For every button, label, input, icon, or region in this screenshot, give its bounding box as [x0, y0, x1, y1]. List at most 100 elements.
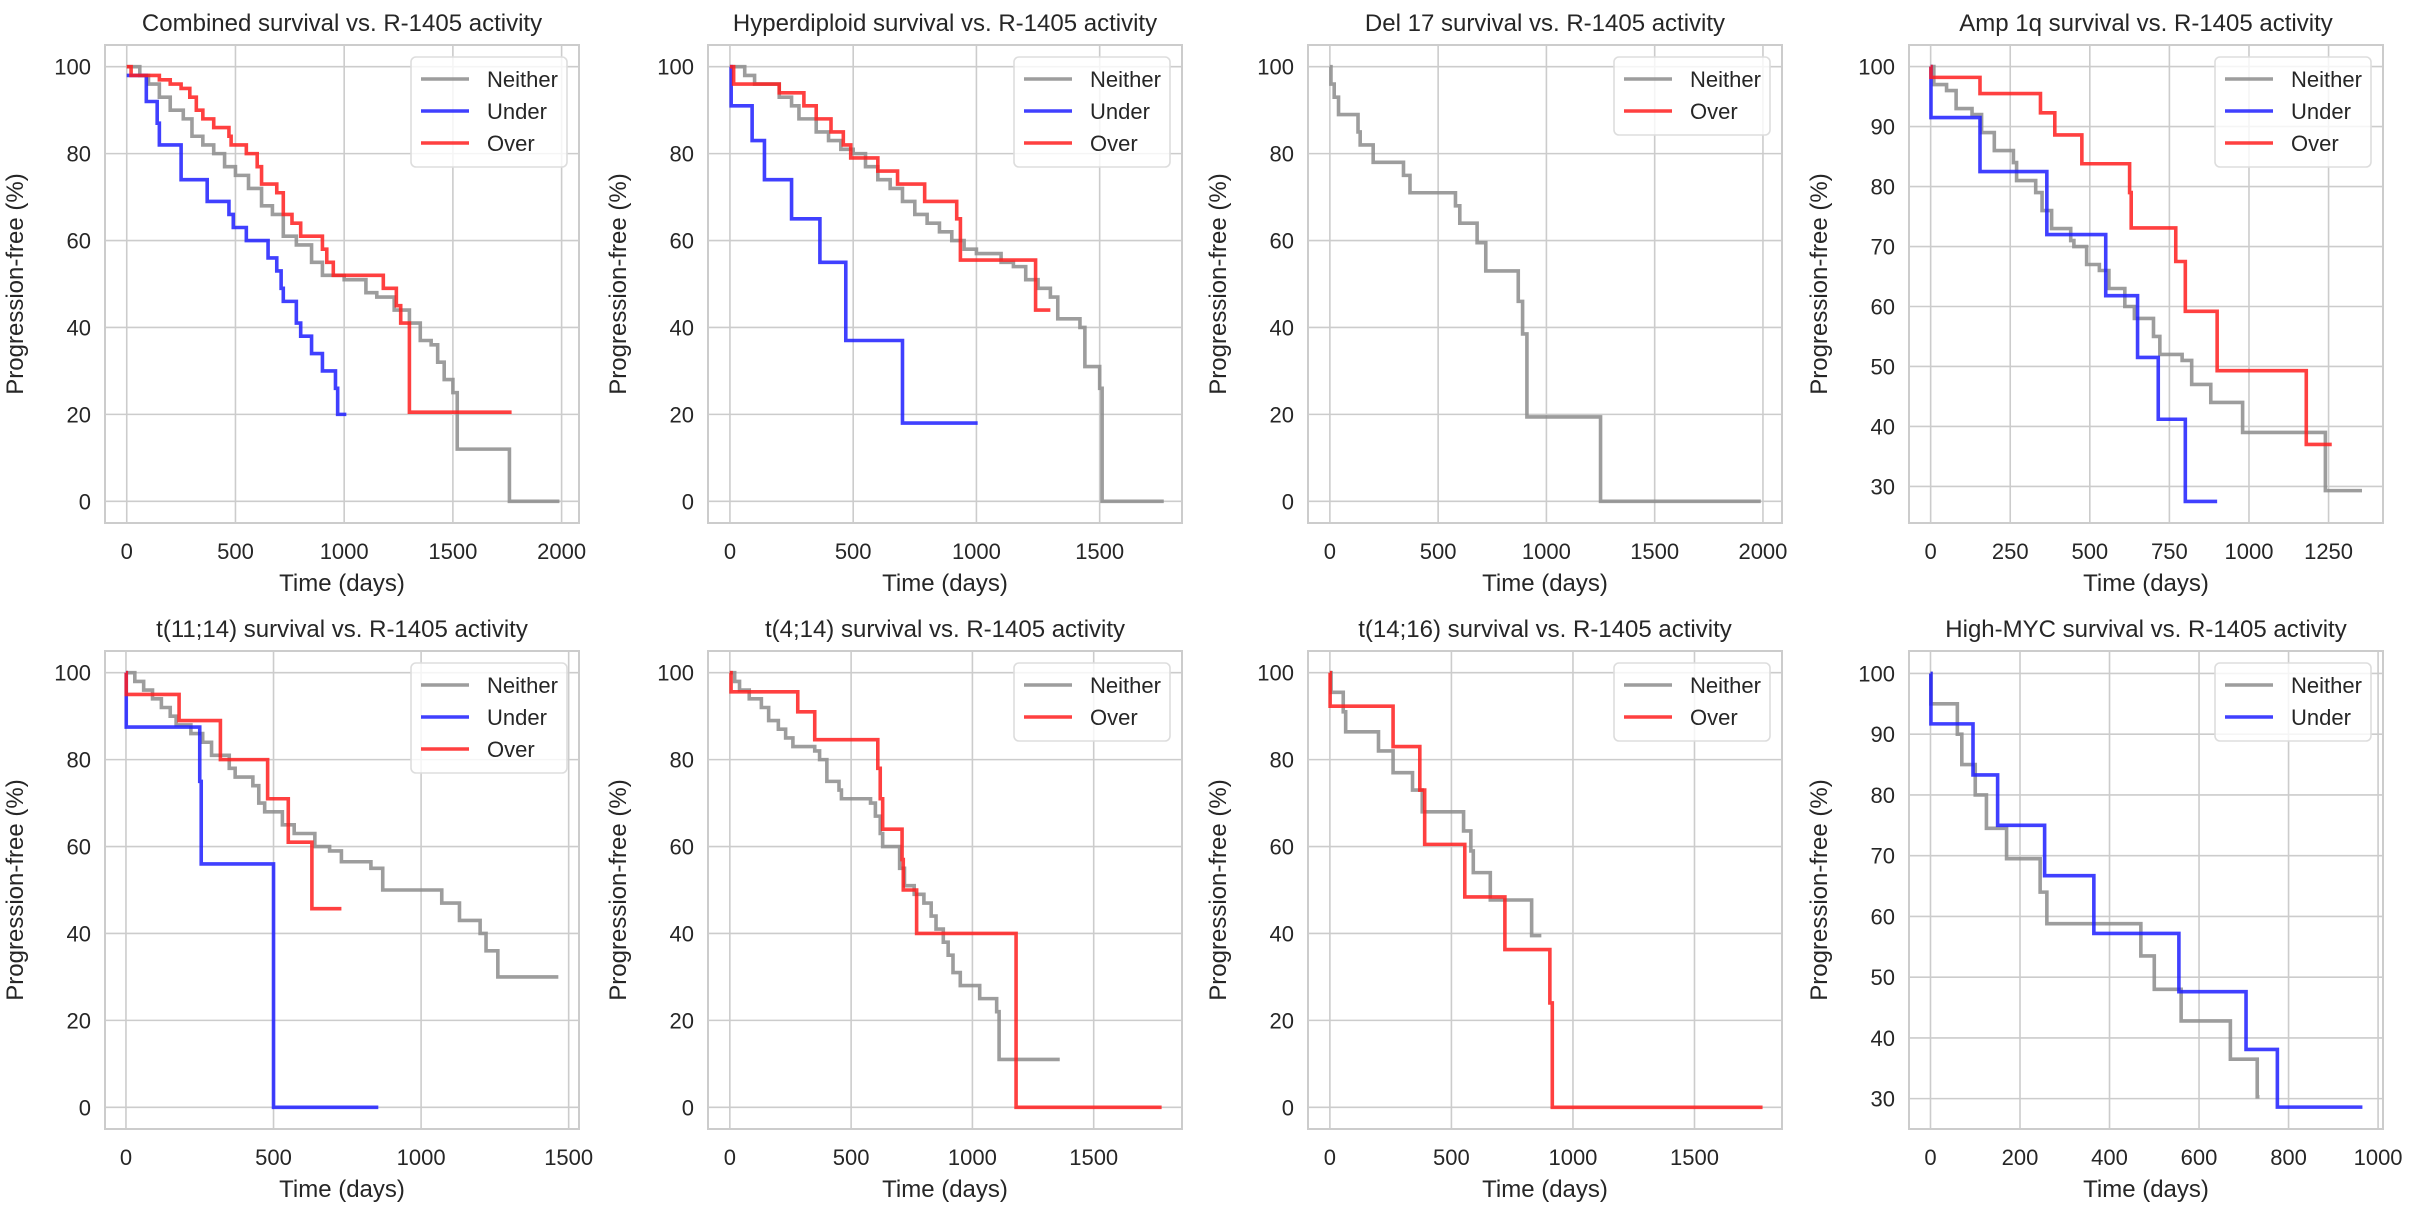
axes-frame	[104, 44, 580, 524]
legend-label-under: Under	[487, 705, 547, 730]
series-line-over	[1929, 64, 2332, 447]
axes-frame	[1908, 650, 2384, 1130]
y-tick-label: 80	[67, 748, 91, 773]
legend-label-neither: Neither	[1090, 673, 1161, 698]
y-tick-label: 60	[1270, 229, 1294, 254]
y-tick-label: 80	[1871, 783, 1895, 808]
legend-label-under: Under	[2291, 99, 2351, 124]
y-tick-label: 90	[1871, 115, 1895, 140]
x-tick-label: 500	[1433, 1145, 1470, 1170]
legend-label-neither: Neither	[2291, 67, 2362, 92]
x-tick-label: 1500	[1630, 539, 1679, 564]
x-tick-label: 1250	[2304, 539, 2353, 564]
y-tick-label: 80	[670, 748, 694, 773]
y-axis-label: Progression-free (%)	[605, 173, 632, 394]
axes-frame	[707, 650, 1183, 1130]
x-tick-label: 750	[2151, 539, 2188, 564]
y-tick-label: 40	[67, 921, 91, 946]
series-line-over	[126, 64, 512, 414]
x-tick-label: 1500	[428, 539, 477, 564]
subplot-title: t(11;14) survival vs. R-1405 activity	[156, 616, 528, 643]
y-tick-label: 40	[1270, 921, 1294, 946]
y-tick-label: 40	[670, 315, 694, 340]
series-line-over	[124, 670, 342, 911]
legend-frame	[1613, 56, 1771, 136]
x-axis-label: Time (days)	[882, 1176, 1008, 1203]
y-axis-label: Progression-free (%)	[1806, 173, 1833, 394]
legend: Neither Under Over	[410, 56, 568, 168]
y-tick-label: 40	[67, 315, 91, 340]
legend-frame	[2214, 56, 2372, 168]
x-axis-label: Time (days)	[1482, 1176, 1608, 1203]
legend-label-over: Over	[1690, 99, 1738, 124]
y-tick-label: 30	[1871, 474, 1895, 499]
x-tick-label: 400	[2091, 1145, 2128, 1170]
x-axis-label: Time (days)	[279, 570, 405, 597]
x-tick-label: 0	[724, 539, 736, 564]
x-tick-label: 1000	[2225, 539, 2274, 564]
legend: Neither Under Over	[2214, 56, 2372, 168]
y-tick-label: 0	[79, 489, 91, 514]
subplot-t-11-14: 0 500 1000 1500 0 20 40 60 80 100 t(11;14) surviva…	[2, 616, 593, 1203]
legend-label-neither: Neither	[1090, 67, 1161, 92]
y-tick-label: 0	[79, 1095, 91, 1120]
series-line-over	[1328, 670, 1763, 1110]
series-line-neither	[729, 64, 1164, 504]
x-tick-label: 500	[2071, 539, 2108, 564]
y-tick-label: 60	[67, 835, 91, 860]
series-line-under	[1929, 64, 2218, 504]
x-tick-label: 1000	[948, 1145, 997, 1170]
x-axis-label: Time (days)	[279, 1176, 405, 1203]
series-line-under	[729, 64, 978, 425]
legend-frame	[1013, 662, 1171, 742]
x-tick-label: 1000	[1548, 1145, 1597, 1170]
y-tick-label: 100	[54, 55, 91, 80]
y-tick-label: 40	[1871, 414, 1895, 439]
y-axis-label: Progression-free (%)	[2, 173, 29, 394]
x-tick-label: 500	[217, 539, 254, 564]
y-tick-label: 80	[67, 142, 91, 167]
x-tick-label: 500	[1420, 539, 1457, 564]
y-tick-label: 0	[1282, 489, 1294, 514]
legend-label-over: Over	[487, 737, 535, 762]
subplot-combined: 0 500 1000 1500 2000 0 20 40 60 80 100 Combined sur…	[2, 10, 586, 597]
y-tick-label: 100	[54, 661, 91, 686]
x-tick-label: 0	[1924, 1145, 1936, 1170]
legend-frame	[2214, 662, 2372, 742]
y-tick-label: 60	[670, 229, 694, 254]
legend-label-under: Under	[2291, 705, 2351, 730]
axes-frame	[707, 44, 1183, 524]
y-tick-label: 80	[1270, 142, 1294, 167]
legend-label-over: Over	[1090, 131, 1138, 156]
x-tick-label: 1000	[952, 539, 1001, 564]
y-tick-label: 60	[1270, 835, 1294, 860]
x-tick-label: 1500	[544, 1145, 593, 1170]
x-tick-label: 200	[2002, 1145, 2039, 1170]
y-tick-label: 0	[682, 1095, 694, 1120]
y-tick-label: 100	[657, 661, 694, 686]
legend-frame	[1613, 662, 1771, 742]
legend-frame	[410, 662, 568, 774]
x-axis-label: Time (days)	[2083, 570, 2209, 597]
y-tick-label: 40	[1270, 315, 1294, 340]
series-line-under	[124, 670, 379, 1110]
series-line-neither	[1329, 670, 1542, 938]
y-tick-label: 100	[1257, 55, 1294, 80]
legend-label-neither: Neither	[1690, 673, 1761, 698]
legend: Neither Under	[2214, 662, 2372, 742]
x-tick-label: 1000	[2354, 1145, 2403, 1170]
y-tick-label: 20	[1270, 402, 1294, 427]
y-tick-label: 60	[1871, 904, 1895, 929]
y-tick-label: 70	[1871, 235, 1895, 260]
y-tick-label: 0	[1282, 1095, 1294, 1120]
subplot-title: t(14;16) survival vs. R-1405 activity	[1358, 616, 1731, 643]
x-tick-label: 1000	[1522, 539, 1571, 564]
subplot-title: Hyperdiploid survival vs. R-1405 activit…	[733, 10, 1157, 37]
x-tick-label: 2000	[537, 539, 586, 564]
legend: Neither Over	[1613, 56, 1771, 136]
y-axis-label: Progression-free (%)	[2, 779, 29, 1000]
subplot-t-14-16: 0 500 1000 1500 0 20 40 60 80 100 t(14;16) surviva…	[1205, 616, 1783, 1203]
x-tick-label: 2000	[1738, 539, 1787, 564]
series-line-neither	[1929, 671, 2260, 1099]
